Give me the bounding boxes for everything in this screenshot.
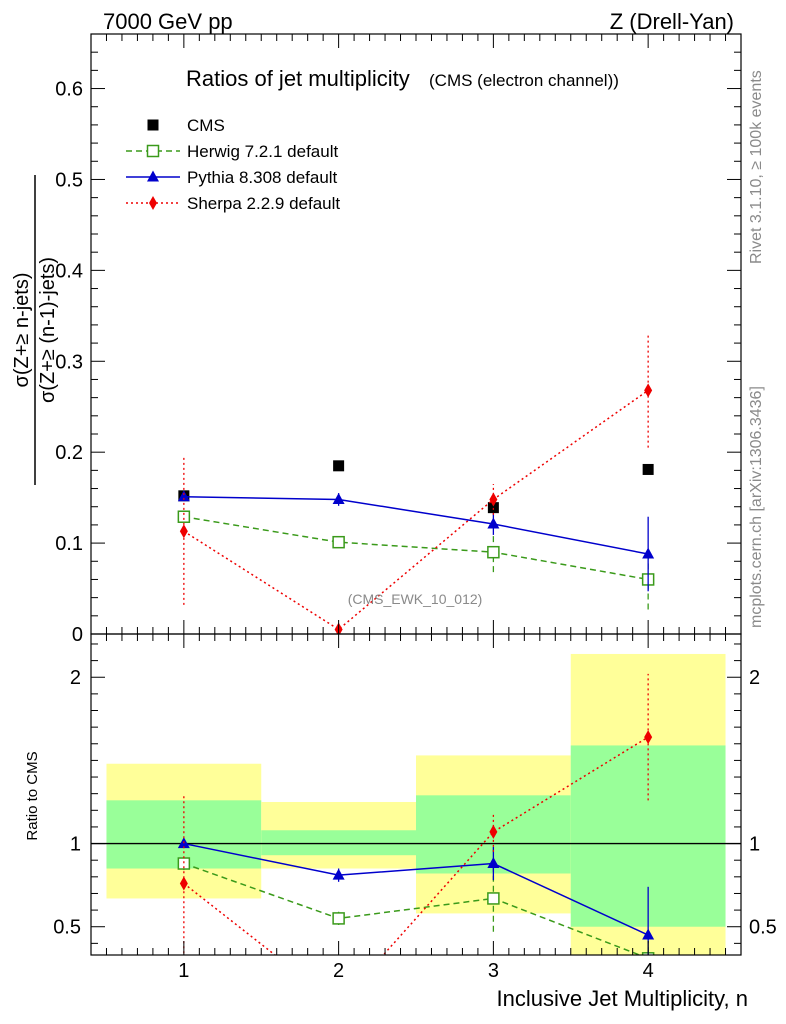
- ratio-y-tick-label: 0.5: [53, 917, 81, 939]
- herwig-line: [183, 862, 642, 955]
- cms-point: [333, 460, 345, 472]
- sherpa-point: [644, 730, 653, 745]
- y-tick-label: 0.5: [55, 169, 83, 191]
- pythia-line: [183, 495, 649, 555]
- legend-sherpa-label: Sherpa 2.2.9 default: [187, 194, 340, 213]
- pythia-point: [332, 868, 345, 880]
- ratio-y-tick-label-right: 2: [749, 667, 760, 689]
- ylabel-numerator: σ(Z+≥ n-jets): [11, 273, 33, 388]
- mcplots-label: mcplots.cern.ch [arXiv:1306.3436]: [748, 386, 765, 628]
- herwig-point: [332, 535, 345, 549]
- x-tick-label: 2: [333, 960, 344, 982]
- rivet-label: Rivet 3.1.10, ≥ 100k events: [748, 70, 765, 264]
- legend-herwig-label: Herwig 7.2.1 default: [187, 142, 338, 161]
- sherpa-point: [489, 492, 498, 507]
- x-tick-label: 3: [488, 960, 499, 982]
- pythia-point: [332, 492, 345, 504]
- x-tick-label: 1: [178, 960, 189, 982]
- x-axis-label: Inclusive Jet Multiplicity, n: [497, 986, 748, 1011]
- pythia-point: [177, 490, 190, 502]
- herwig-point: [332, 912, 345, 925]
- y-tick-label: 0.4: [55, 260, 83, 282]
- y-tick-label: 0.6: [55, 79, 83, 101]
- uncertainty-band-inner: [261, 830, 416, 856]
- pythia-line: [183, 842, 649, 936]
- pythia-point: [487, 857, 500, 869]
- sherpa-point: [179, 524, 188, 539]
- ylabel-denominator: σ(Z+≥ (n-1)-jets): [37, 257, 59, 403]
- legend-pythia-label: Pythia 8.308 default: [187, 168, 338, 187]
- herwig-point: [487, 892, 500, 905]
- sherpa-point: [644, 383, 653, 398]
- legend: CMS Herwig 7.2.1 default Pythia 8.308 defa…: [126, 116, 340, 213]
- main-subtitle: (CMS (electron channel)): [429, 71, 619, 90]
- sherpa-point: [179, 876, 188, 891]
- pythia-point: [642, 928, 655, 940]
- header-right: Z (Drell-Yan): [610, 9, 734, 34]
- ratio-ylabel: Ratio to CMS: [24, 751, 41, 840]
- ratio-y-tick-label-right: 1: [749, 834, 760, 856]
- herwig-point: [487, 545, 500, 559]
- pythia-point: [642, 547, 655, 559]
- y-tick-label: 0.2: [55, 442, 83, 464]
- ratio-y-tick-label: 1: [70, 834, 81, 856]
- herwig-line: [183, 515, 649, 581]
- ratio-panel: [91, 653, 741, 955]
- sherpa-line: [183, 389, 649, 631]
- x-tick-label: 4: [643, 960, 654, 982]
- cms-point: [487, 502, 499, 514]
- sherpa-point: [335, 998, 343, 1012]
- cms-point: [642, 463, 654, 475]
- ratio-y-tick-label: 2: [70, 667, 81, 689]
- y-tick-label: 0.1: [55, 533, 83, 555]
- y-tick-label: 0.3: [55, 351, 83, 373]
- ratio-y-tick-label-right: 0.5: [749, 917, 777, 939]
- legend-herwig-marker: [146, 144, 160, 158]
- legend-cms-marker: [147, 119, 159, 131]
- legend-sherpa-marker: [149, 196, 157, 210]
- herwig-point: [177, 510, 191, 523]
- analysis-watermark: (CMS_EWK_10_012): [348, 591, 483, 607]
- main-ylabel: σ(Z+≥ n-jets) σ(Z+≥ (n-1)-jets): [11, 175, 59, 485]
- header-left: 7000 GeV pp: [103, 9, 233, 34]
- main-title: Ratios of jet multiplicity: [186, 66, 410, 91]
- sherpa-point: [489, 824, 498, 839]
- y-tick-label: 0: [72, 624, 83, 646]
- pythia-point: [487, 517, 500, 529]
- legend-pythia-marker: [147, 170, 159, 182]
- series-layer: [177, 333, 655, 634]
- legend-cms-label: CMS: [187, 116, 225, 135]
